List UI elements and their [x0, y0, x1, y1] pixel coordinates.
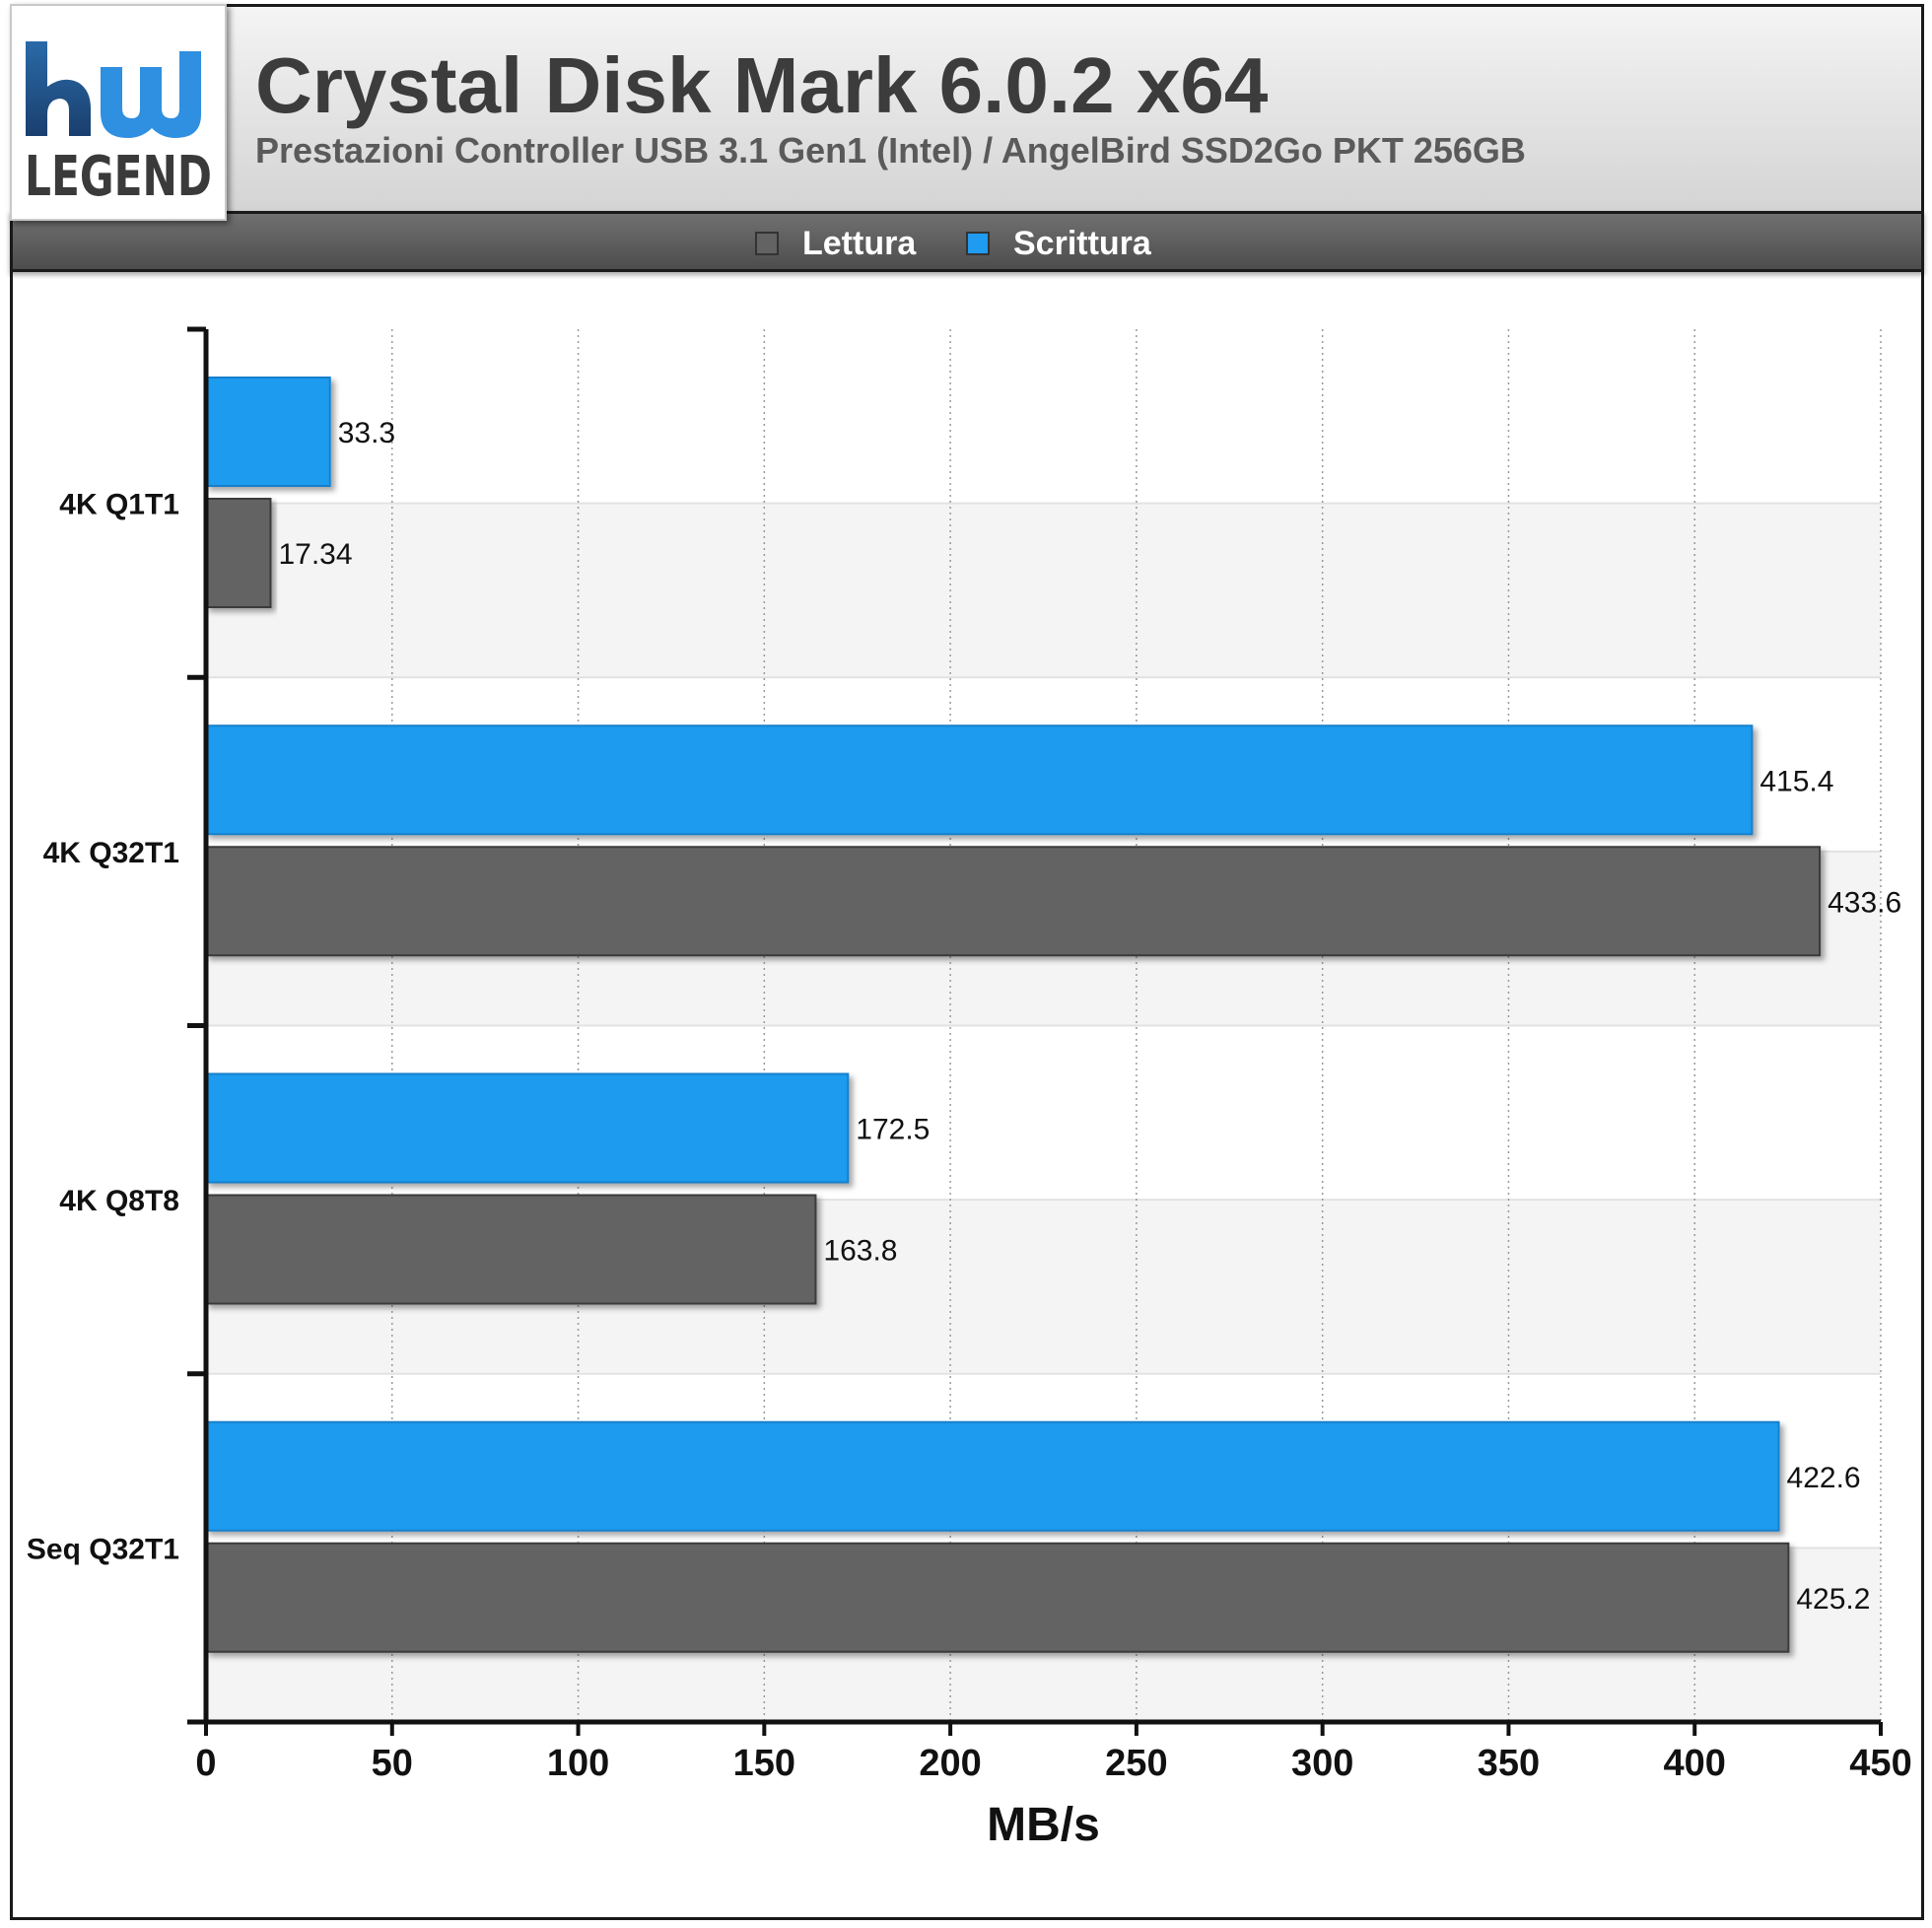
chart-title: Crystal Disk Mark 6.0.2 x64	[255, 41, 1269, 129]
x-tick-label: 50	[372, 1743, 413, 1784]
x-tick-label: 350	[1478, 1743, 1540, 1784]
chart-header: Crystal Disk Mark 6.0.2 x64 Prestazioni …	[10, 4, 1924, 211]
legend-label-scrittura: Scrittura	[1013, 224, 1151, 262]
legend-swatch-scrittura	[966, 232, 990, 255]
bar-scrittura	[205, 1420, 1780, 1532]
category-label: 4K Q32T1	[43, 837, 179, 869]
category-label: 4K Q1T1	[59, 489, 179, 521]
chart-subtitle: Prestazioni Controller USB 3.1 Gen1 (Int…	[255, 130, 1526, 171]
value-label: 17.34	[278, 538, 352, 571]
value-label: 415.4	[1760, 765, 1833, 797]
category-label: 4K Q8T8	[59, 1185, 179, 1217]
legend-item-scrittura: Scrittura	[966, 224, 1151, 263]
legend-label-lettura: Lettura	[802, 224, 917, 262]
bar-scrittura	[205, 724, 1754, 836]
x-axis-label: MB/s	[987, 1799, 1100, 1851]
hwlegend-logo: LEGEND	[10, 4, 227, 221]
legend: Lettura Scrittura	[10, 211, 1924, 272]
x-tick-label: 400	[1664, 1743, 1726, 1784]
hwlegend-logo-icon: LEGEND	[25, 41, 212, 209]
value-label: 433.6	[1828, 886, 1901, 919]
value-label: 172.5	[856, 1114, 930, 1146]
value-label: 163.8	[823, 1235, 897, 1268]
x-tick-label: 200	[919, 1743, 981, 1784]
x-tick-label: 450	[1849, 1743, 1911, 1784]
bar-lettura	[205, 1194, 817, 1305]
bar-lettura	[205, 498, 272, 608]
bar-scrittura	[205, 1072, 850, 1184]
x-tick-label: 100	[547, 1743, 609, 1784]
value-label: 422.6	[1787, 1462, 1861, 1494]
x-tick-label: 250	[1105, 1743, 1167, 1784]
category-label: Seq Q32T1	[27, 1533, 179, 1565]
legend-swatch-lettura	[755, 232, 779, 255]
bar-lettura	[205, 1542, 1790, 1653]
plot-band	[206, 503, 1881, 678]
bar-lettura	[205, 846, 1822, 957]
logo-text: LEGEND	[25, 145, 212, 209]
bar-scrittura	[205, 377, 331, 487]
x-tick-label: 150	[733, 1743, 795, 1784]
x-tick-label: 0	[195, 1743, 216, 1784]
value-label: 425.2	[1796, 1583, 1870, 1616]
legend-item-lettura: Lettura	[755, 224, 916, 263]
value-label: 33.3	[338, 417, 395, 449]
x-tick-label: 300	[1291, 1743, 1353, 1784]
